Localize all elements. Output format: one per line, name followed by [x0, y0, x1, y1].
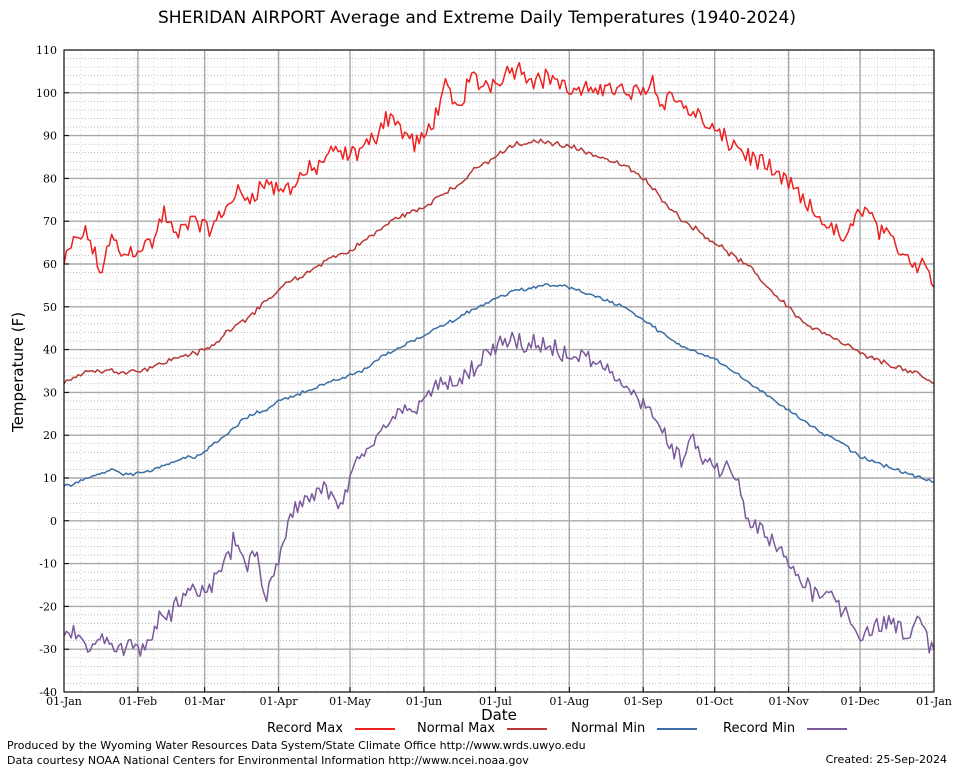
legend-swatch-normal-min	[657, 727, 698, 730]
x-tick-label: 01-Oct	[696, 695, 734, 708]
y-tick-label: 100	[36, 87, 57, 100]
y-tick-label: 110	[36, 44, 57, 57]
series-line-record-max	[63, 61, 935, 288]
x-tick-label: 01-Jul	[479, 695, 512, 708]
x-axis-label: Date	[481, 706, 517, 724]
y-tick-label: 70	[43, 215, 57, 228]
y-tick-label: 20	[43, 429, 57, 442]
series-line-normal-max	[63, 138, 935, 385]
x-tick-label: 01-May	[329, 695, 372, 708]
y-tick-label: 0	[50, 515, 57, 528]
y-tick-label: 40	[43, 344, 57, 357]
y-tick-label: -10	[39, 558, 57, 571]
x-tick-label: 01-Jan	[46, 695, 82, 708]
y-tick-label: 10	[43, 472, 57, 485]
legend-label-normal-min: Normal Min	[571, 721, 646, 736]
y-tick-label: -40	[39, 686, 57, 699]
y-axis-label: Temperature (F)	[9, 311, 27, 432]
x-tick-label: 01-Dec	[841, 695, 880, 708]
y-tick-label: 30	[43, 386, 57, 399]
y-tick-label: 90	[43, 130, 57, 143]
x-ticks: 01-Jan 01-Feb 01-Mar 01-Apr 01-May 01-Jun 01-J…	[46, 687, 952, 708]
series-line-normal-min	[63, 283, 935, 487]
minor-grid	[64, 50, 934, 692]
y-tick-label: -20	[39, 600, 57, 613]
x-tick-label: 01-Sep	[624, 695, 663, 708]
footer-credits: Produced by the Wyoming Water Resources …	[7, 738, 586, 768]
legend-label-normal-max: Normal Max	[417, 721, 496, 736]
legend-item-normal-max: Normal Max	[417, 721, 548, 736]
y-tick-label: 60	[43, 258, 57, 271]
footer-producer: Produced by the Wyoming Water Resources …	[7, 739, 586, 752]
legend: Record Max Normal Max Normal Min Record …	[0, 721, 954, 739]
y-tick-label: -30	[39, 643, 57, 656]
chart-title: SHERIDAN AIRPORT Average and Extreme Dai…	[158, 8, 796, 28]
series-layer	[63, 61, 935, 657]
y-axis-label-box: Temperature (F)	[9, 312, 29, 432]
legend-swatch-normal-max	[507, 727, 548, 730]
plot-frame	[63, 49, 935, 693]
footer-data-source: Data courtesy NOAA National Centers for …	[7, 754, 529, 767]
x-tick-label: 01-Jan	[916, 695, 952, 708]
x-tick-label: 01-Feb	[119, 695, 157, 708]
legend-item-record-max: Record Max	[267, 721, 395, 736]
y-tick-label: 50	[43, 301, 57, 314]
x-tick-label: 01-Mar	[184, 695, 226, 708]
legend-item-normal-min: Normal Min	[571, 721, 698, 736]
x-tick-label: 01-Aug	[549, 695, 589, 708]
x-tick-label: 01-Nov	[769, 695, 810, 708]
x-tick-label: 01-Apr	[260, 695, 299, 708]
legend-swatch-record-max	[354, 727, 395, 730]
legend-item-record-min: Record Min	[723, 721, 848, 736]
y-tick-label: 80	[43, 172, 57, 185]
x-tick-label: 01-Jun	[406, 695, 442, 708]
series-line-record-min	[63, 331, 935, 657]
legend-label-record-min: Record Min	[723, 721, 796, 736]
footer-created: Created: 25-Sep-2024	[825, 753, 947, 766]
legend-swatch-record-min	[807, 727, 848, 730]
legend-label-record-max: Record Max	[267, 721, 343, 736]
plot-background	[64, 50, 934, 692]
